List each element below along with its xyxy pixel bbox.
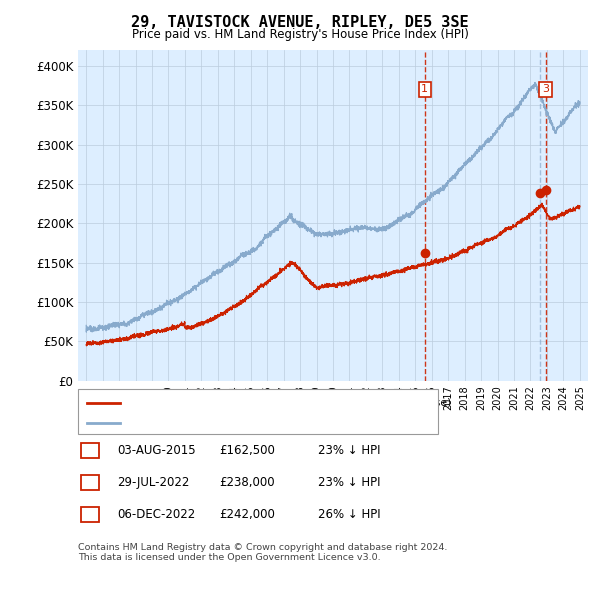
Text: 3: 3 (86, 509, 94, 522)
Text: £162,500: £162,500 (219, 444, 275, 457)
Text: 29, TAVISTOCK AVENUE, RIPLEY, DE5 3SE: 29, TAVISTOCK AVENUE, RIPLEY, DE5 3SE (131, 15, 469, 30)
Text: 29-JUL-2022: 29-JUL-2022 (117, 476, 190, 489)
Text: Price paid vs. HM Land Registry's House Price Index (HPI): Price paid vs. HM Land Registry's House … (131, 28, 469, 41)
Text: 1: 1 (86, 444, 94, 457)
Text: 1: 1 (421, 84, 428, 94)
Text: 03-AUG-2015: 03-AUG-2015 (117, 444, 196, 457)
Text: 26% ↓ HPI: 26% ↓ HPI (318, 509, 380, 522)
Text: Contains HM Land Registry data © Crown copyright and database right 2024.
This d: Contains HM Land Registry data © Crown c… (78, 543, 448, 562)
Text: 2: 2 (86, 476, 94, 489)
Text: 23% ↓ HPI: 23% ↓ HPI (318, 476, 380, 489)
Text: 23% ↓ HPI: 23% ↓ HPI (318, 444, 380, 457)
Text: 06-DEC-2022: 06-DEC-2022 (117, 509, 195, 522)
Text: £238,000: £238,000 (219, 476, 275, 489)
Text: 29, TAVISTOCK AVENUE, RIPLEY, DE5 3SE (detached house): 29, TAVISTOCK AVENUE, RIPLEY, DE5 3SE (d… (126, 398, 451, 408)
Text: 3: 3 (542, 84, 549, 94)
Text: HPI: Average price, detached house, Amber Valley: HPI: Average price, detached house, Ambe… (126, 418, 401, 428)
Text: £242,000: £242,000 (219, 509, 275, 522)
